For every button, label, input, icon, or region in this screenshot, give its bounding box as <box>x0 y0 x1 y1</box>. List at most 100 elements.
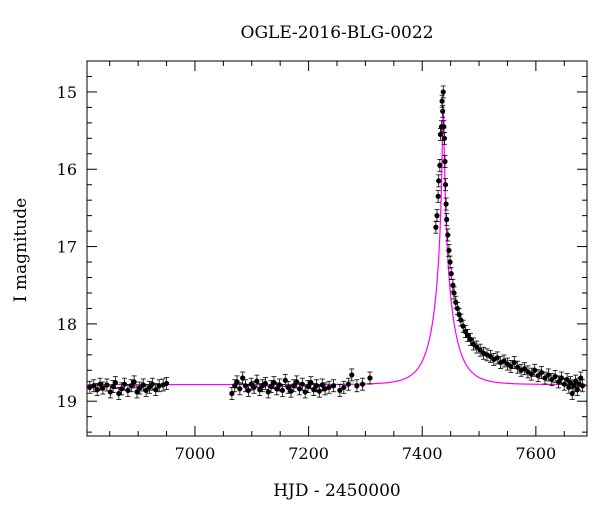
point-marker <box>549 376 555 383</box>
point-marker <box>579 383 586 389</box>
point-marker <box>234 379 240 385</box>
data-point <box>439 94 445 108</box>
point-marker <box>274 386 280 392</box>
point-marker <box>442 182 449 188</box>
data-point <box>549 373 555 386</box>
data-point <box>440 85 446 99</box>
point-marker <box>245 387 251 393</box>
data-point <box>573 374 579 388</box>
data-point <box>337 383 343 397</box>
point-marker <box>156 383 162 389</box>
point-marker <box>538 369 545 376</box>
data-point <box>326 380 332 394</box>
data-point <box>229 387 235 400</box>
chart-title: OGLE-2016-BLG-0022 <box>241 23 434 43</box>
data-point <box>445 228 451 242</box>
point-marker <box>279 387 286 393</box>
axis-ticks <box>87 60 587 436</box>
point-marker <box>441 135 447 141</box>
point-marker <box>440 108 446 114</box>
point-marker <box>359 381 366 387</box>
point-marker <box>451 290 457 296</box>
x-tick-label: 7000 <box>175 444 216 463</box>
data-point <box>257 383 263 397</box>
point-marker <box>436 178 442 184</box>
data-point <box>282 373 288 387</box>
data-point <box>121 377 128 391</box>
point-marker <box>299 381 305 387</box>
point-marker <box>271 380 277 386</box>
point-marker <box>128 383 134 389</box>
point-marker <box>521 366 528 372</box>
data-point <box>107 385 113 399</box>
point-marker <box>515 364 521 370</box>
data-point <box>578 371 584 385</box>
point-marker <box>545 372 551 378</box>
data-point <box>254 374 260 388</box>
point-marker <box>511 359 517 366</box>
x-tick-label: 7400 <box>402 444 443 463</box>
data-point <box>450 278 456 292</box>
data-point <box>91 379 97 393</box>
data-point <box>501 354 507 368</box>
point-marker <box>330 383 337 389</box>
y-tick-label: 17 <box>57 238 77 257</box>
y-axis-label: I magnitude <box>11 198 31 302</box>
point-marker <box>528 371 534 377</box>
point-marker <box>277 382 283 388</box>
point-marker <box>456 312 462 318</box>
data-point <box>470 337 476 351</box>
point-marker <box>470 341 476 347</box>
data-point <box>163 377 170 390</box>
data-point <box>330 379 337 393</box>
point-marker <box>558 375 565 381</box>
point-marker <box>104 382 110 388</box>
data-point <box>97 377 103 391</box>
point-marker <box>119 386 125 392</box>
point-marker <box>125 387 131 393</box>
point-marker <box>444 216 450 223</box>
point-marker <box>137 385 143 391</box>
data-point <box>477 343 483 357</box>
point-marker <box>446 247 452 254</box>
plot-area: 7000 7200 7400 7600 15 16 17 18 19 <box>57 60 588 463</box>
data-point <box>441 120 447 134</box>
point-marker <box>567 380 574 386</box>
data-point <box>128 379 134 393</box>
point-marker <box>555 379 562 385</box>
data-point <box>322 382 328 396</box>
data-point <box>94 383 100 397</box>
y-tick-label: 15 <box>57 83 77 102</box>
point-marker <box>367 375 373 381</box>
point-marker <box>291 383 297 389</box>
point-marker <box>448 271 454 277</box>
point-marker <box>251 384 257 390</box>
point-marker <box>564 376 570 383</box>
point-marker <box>462 329 469 335</box>
data-point <box>579 379 586 393</box>
data-point <box>153 383 159 397</box>
point-marker <box>268 383 274 390</box>
data-point <box>87 380 93 394</box>
point-marker <box>437 162 443 168</box>
data-point <box>446 244 452 257</box>
data-point <box>515 360 521 374</box>
point-marker <box>131 379 137 385</box>
data-point <box>262 377 269 390</box>
data-point <box>535 369 541 383</box>
point-marker <box>305 383 311 390</box>
point-marker <box>116 390 122 397</box>
data-point <box>354 379 360 393</box>
point-marker <box>232 383 238 389</box>
x-axis-label: HJD - 2450000 <box>273 481 401 501</box>
point-marker <box>349 372 355 378</box>
data-point <box>311 383 317 397</box>
y-tick-label: 19 <box>57 392 77 411</box>
data-point <box>447 255 453 269</box>
data-point <box>436 174 442 188</box>
data-point <box>359 377 366 391</box>
data-point <box>434 209 440 223</box>
point-marker <box>494 355 500 361</box>
data-point <box>435 189 441 203</box>
point-marker <box>487 353 494 359</box>
